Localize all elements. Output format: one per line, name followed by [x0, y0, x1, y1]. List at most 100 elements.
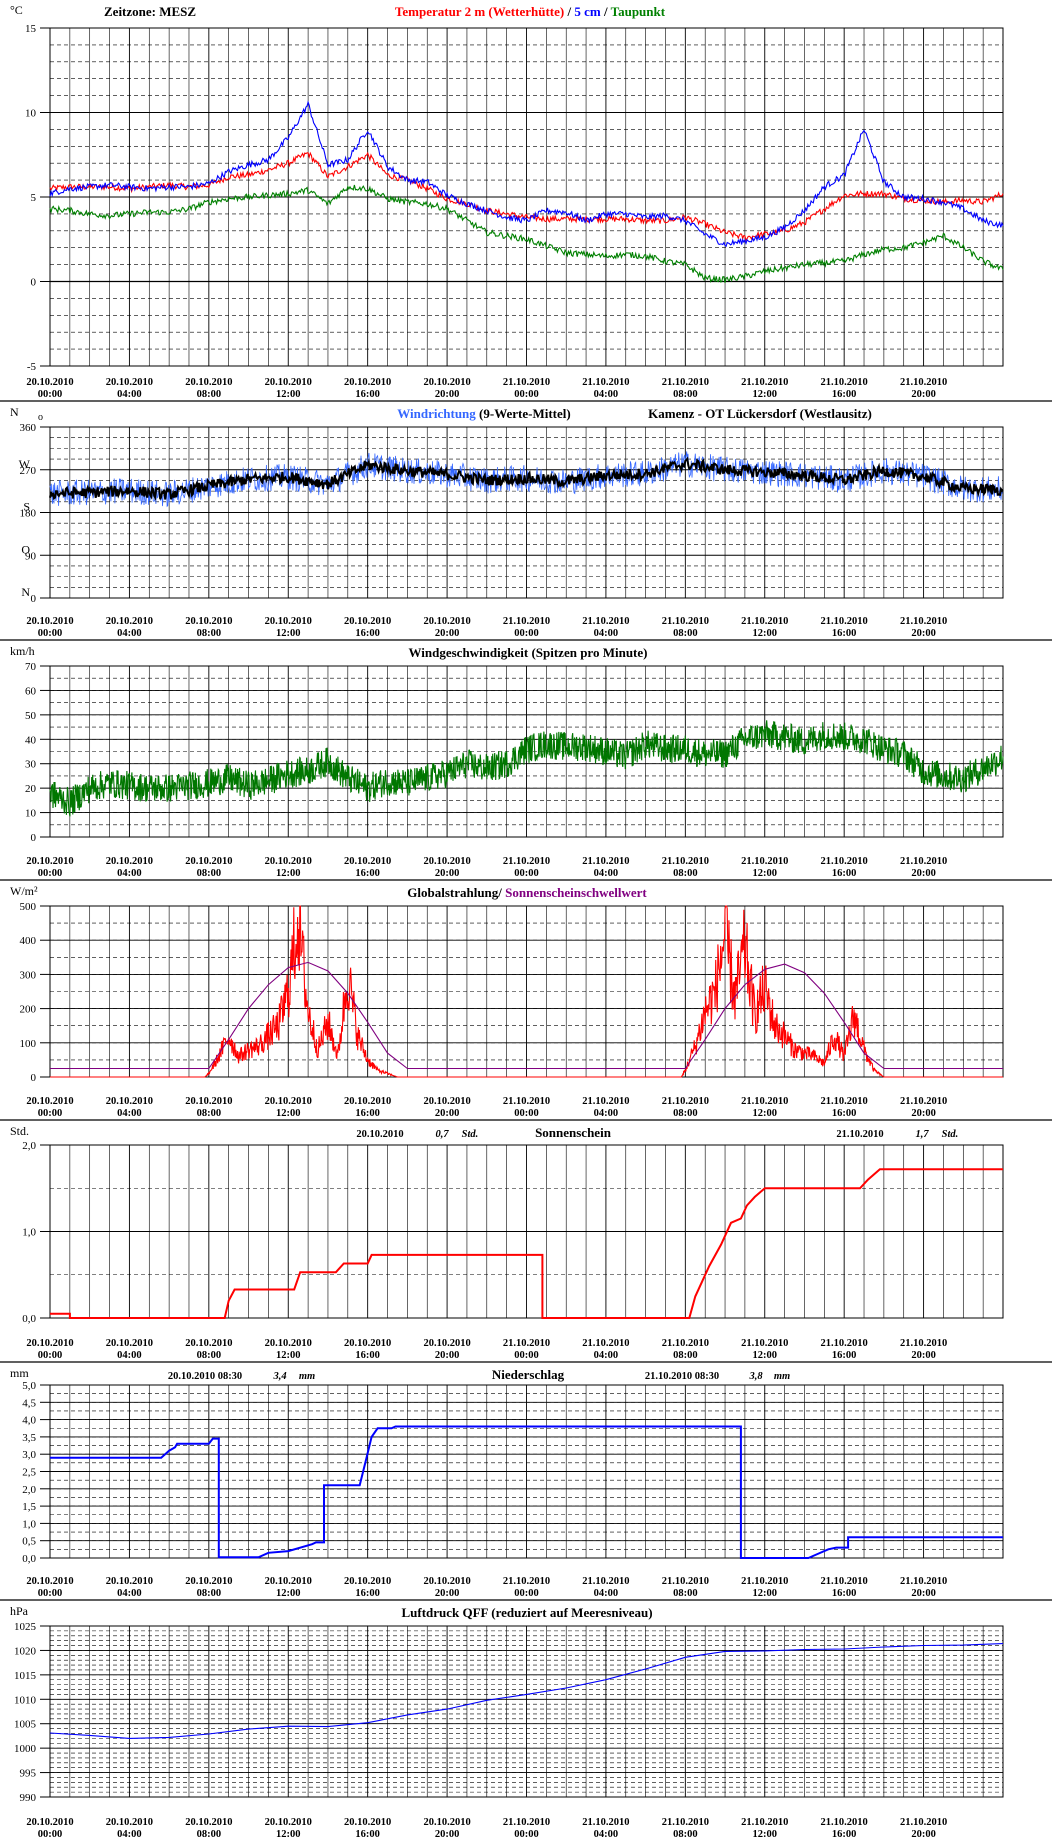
y-tick-label: 1,0 [22, 1227, 36, 1239]
series-taupunkt [49, 184, 1004, 284]
x-tick-date: 21.10.2010 [662, 1576, 709, 1587]
direction-label: S [23, 500, 30, 514]
x-tick-date: 21.10.2010 [582, 1338, 629, 1349]
x-tick-date: 20.10.2010 [106, 1817, 153, 1828]
y-tick-label: 2,0 [22, 1484, 36, 1496]
y-tick-label: 2,0 [22, 1140, 36, 1152]
x-tick-time: 16:00 [355, 628, 380, 639]
x-tick-time: 12:00 [276, 868, 301, 879]
y-tick-label: 70 [25, 661, 37, 673]
x-tick-date: 20.10.2010 [344, 1096, 391, 1107]
x-tick-date: 20.10.2010 [185, 1817, 232, 1828]
y-tick-label: 1000 [14, 1743, 37, 1755]
grid [49, 27, 1004, 367]
x-tick-date: 21.10.2010 [821, 616, 868, 627]
daily-total: 3,8 [748, 1371, 763, 1382]
x-tick-time: 04:00 [117, 1829, 142, 1840]
x-tick-date: 20.10.2010 [344, 1338, 391, 1349]
chart-title: Niederschlag [492, 1367, 565, 1382]
y-tick-label: 4,0 [22, 1415, 36, 1427]
x-tick-date: 20.10.2010 [265, 1338, 312, 1349]
x-tick-time: 12:00 [276, 628, 301, 639]
x-tick-date: 20.10.2010 [423, 377, 470, 388]
x-tick-date: 20.10.2010 [106, 1576, 153, 1587]
unit-label: W/m² [10, 884, 38, 898]
x-tick-date: 21.10.2010 [503, 377, 550, 388]
x-tick-date: 20.10.2010 [106, 1096, 153, 1107]
x-tick-time: 04:00 [594, 389, 619, 400]
x-tick-date: 20.10.2010 [265, 1817, 312, 1828]
x-tick-date: 21.10.2010 [741, 1576, 788, 1587]
y-tick-label: 1,0 [22, 1518, 36, 1530]
chart-title-part: / [601, 4, 611, 19]
x-tick-date: 20.10.2010 [26, 1817, 73, 1828]
x-tick-date: 20.10.2010 [26, 616, 73, 627]
direction-label: W [19, 457, 31, 471]
y-tick-label: -5 [27, 361, 37, 373]
x-tick-time: 20:00 [911, 868, 936, 879]
x-tick-date: 21.10.2010 [503, 1576, 550, 1587]
unit-label: mm [10, 1366, 29, 1380]
x-tick-time: 12:00 [753, 1829, 778, 1840]
x-tick-time: 20:00 [435, 1829, 460, 1840]
x-tick-date: 21.10.2010 [662, 1096, 709, 1107]
x-tick-time: 12:00 [276, 389, 301, 400]
x-tick-date: 20.10.2010 [265, 1096, 312, 1107]
x-tick-time: 04:00 [117, 868, 142, 879]
y-tick-label: 3,5 [22, 1432, 36, 1444]
direction-label: O [21, 542, 30, 556]
x-tick-time: 12:00 [753, 1108, 778, 1119]
x-tick-time: 04:00 [117, 1350, 142, 1361]
y-tick-label: 15 [25, 23, 37, 35]
x-tick-time: 00:00 [514, 389, 539, 400]
x-tick-time: 08:00 [197, 1588, 222, 1599]
chart-title: Temperatur 2 m (Wetterhütte) / 5 cm / Ta… [395, 4, 666, 19]
x-tick-time: 04:00 [594, 628, 619, 639]
x-tick-time: 16:00 [355, 1108, 380, 1119]
x-tick-time: 12:00 [276, 1588, 301, 1599]
x-tick-date: 21.10.2010 [503, 616, 550, 627]
y-tick-label: 10 [25, 808, 37, 820]
x-tick-date: 20.10.2010 [26, 1576, 73, 1587]
x-tick-time: 16:00 [832, 389, 857, 400]
x-tick-time: 16:00 [355, 1350, 380, 1361]
timezone-label: Zeitzone: MESZ [104, 4, 196, 19]
y-tick-label: 1025 [14, 1621, 37, 1633]
daily-date: 21.10.2010 08:30 [645, 1371, 719, 1382]
x-tick-date: 21.10.2010 [662, 1338, 709, 1349]
x-tick-time: 16:00 [832, 868, 857, 879]
x-tick-date: 20.10.2010 [265, 856, 312, 867]
y-tick-label: 40 [25, 734, 37, 746]
daily-unit: Std. [462, 1129, 479, 1140]
x-tick-time: 08:00 [197, 1350, 222, 1361]
x-tick-time: 08:00 [673, 1829, 698, 1840]
y-tick-label: 0 [31, 593, 37, 605]
x-tick-time: 16:00 [355, 868, 380, 879]
x-tick-time: 20:00 [911, 1350, 936, 1361]
x-tick-date: 20.10.2010 [106, 856, 153, 867]
x-tick-time: 00:00 [38, 1829, 63, 1840]
chart-title: Luftdruck QFF (reduziert auf Meeresnivea… [401, 1605, 652, 1620]
x-tick-date: 21.10.2010 [503, 1338, 550, 1349]
daily-unit: mm [774, 1371, 790, 1382]
x-tick-time: 04:00 [117, 389, 142, 400]
x-tick-time: 12:00 [753, 389, 778, 400]
x-tick-time: 20:00 [435, 389, 460, 400]
x-tick-date: 21.10.2010 [741, 377, 788, 388]
x-tick-date: 21.10.2010 [821, 377, 868, 388]
x-tick-date: 21.10.2010 [582, 1817, 629, 1828]
x-tick-time: 12:00 [276, 1350, 301, 1361]
x-tick-time: 16:00 [832, 1108, 857, 1119]
unit-suffix: o [38, 412, 43, 423]
x-tick-time: 20:00 [435, 1350, 460, 1361]
x-tick-time: 16:00 [832, 1588, 857, 1599]
x-tick-date: 20.10.2010 [344, 856, 391, 867]
x-tick-time: 00:00 [38, 389, 63, 400]
x-tick-date: 20.10.2010 [185, 1096, 232, 1107]
x-tick-time: 08:00 [673, 1350, 698, 1361]
x-tick-time: 00:00 [38, 1588, 63, 1599]
x-tick-time: 16:00 [355, 1588, 380, 1599]
chart-subtitle: Kamenz - OT Lückersdorf (Westlausitz) [648, 406, 872, 421]
chart-pressure: 1025 1020 1015 1010 1005 1000 995 990 hPa 20.10.2… [0, 1599, 1052, 1840]
series-luftdruck-qff [49, 1643, 1004, 1739]
